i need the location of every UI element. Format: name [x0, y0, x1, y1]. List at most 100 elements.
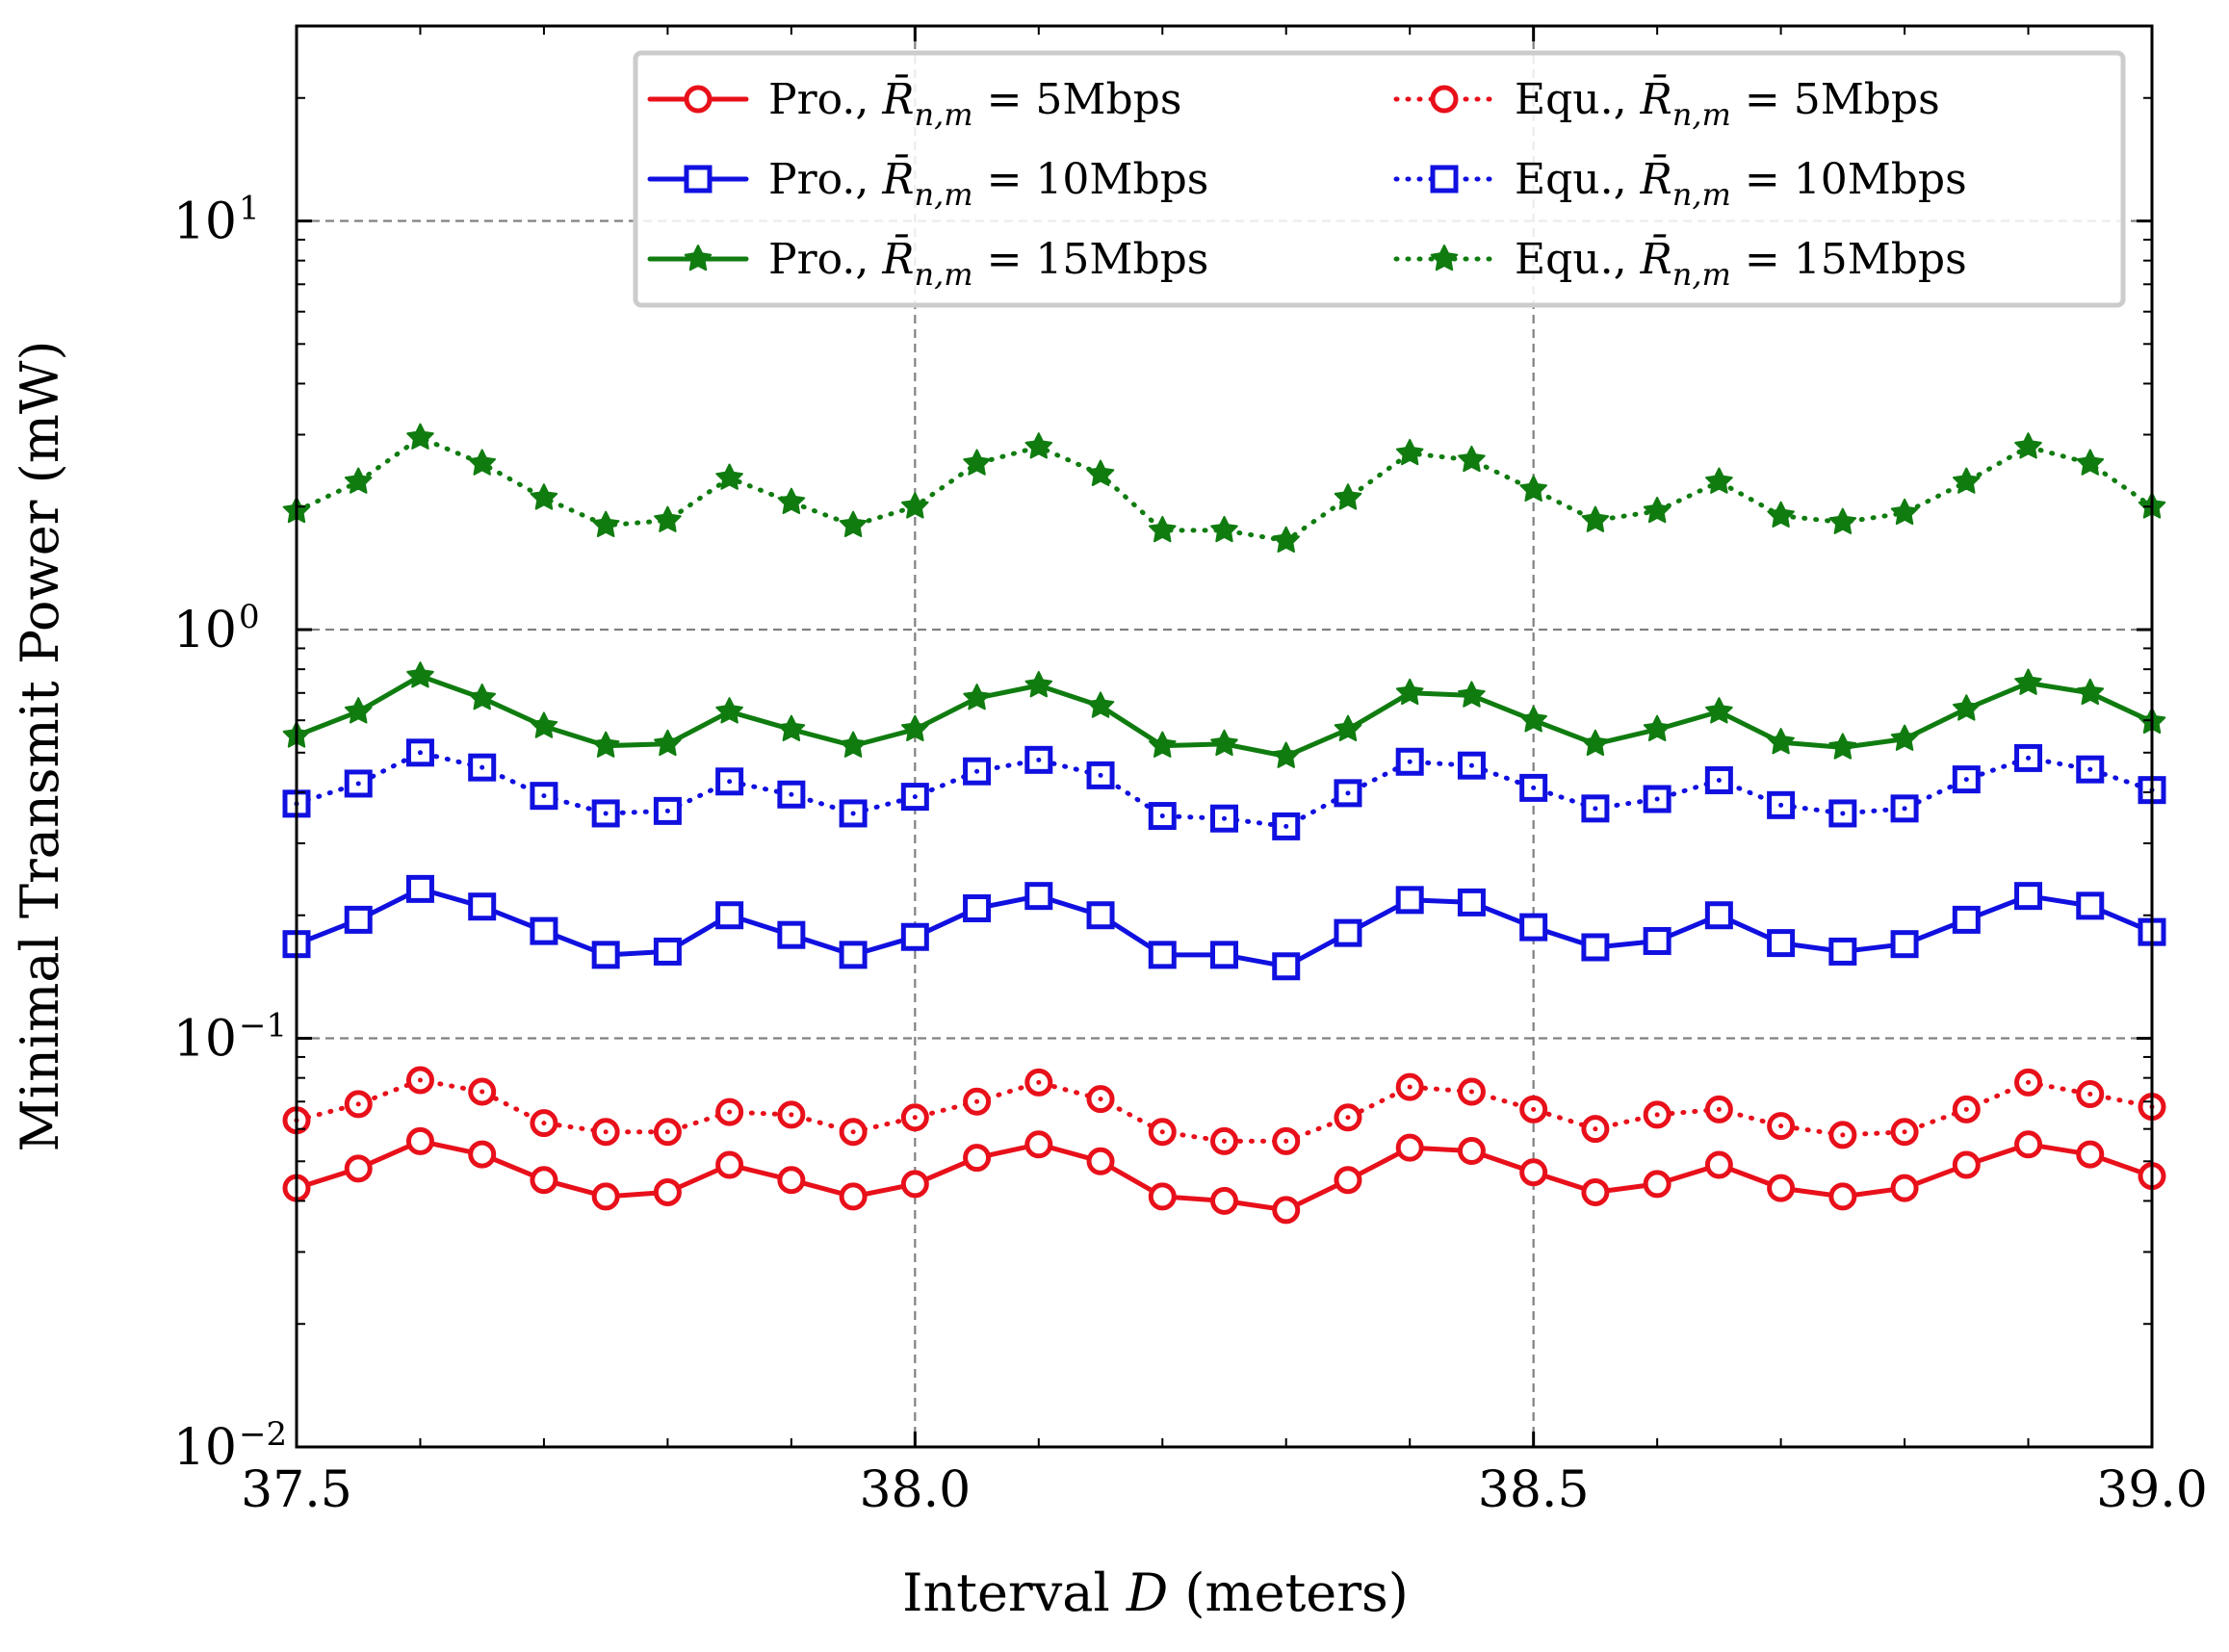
legend: Pro., R̄n,m = 5Mbps Pro., R̄n,m = 10Mbps P… — [633, 50, 2126, 308]
series-0 — [282, 1126, 2166, 1225]
data-point — [1890, 930, 1919, 959]
data-point — [591, 941, 620, 969]
data-point — [344, 467, 373, 494]
data-point-center — [850, 811, 856, 816]
data-point-center — [664, 1129, 670, 1135]
data-point — [654, 729, 682, 757]
data-point — [468, 1140, 497, 1169]
data-point — [1210, 941, 1238, 969]
data-point-center — [541, 1121, 547, 1126]
data-point-center — [1778, 802, 1784, 808]
legend-marker — [684, 165, 713, 194]
y-tick-label: 10 — [173, 1011, 237, 1069]
data-point — [777, 1166, 806, 1195]
data-point — [715, 767, 744, 796]
legend-label: Pro., R̄n,m = 15Mbps — [768, 233, 1208, 293]
series-1 — [282, 874, 2166, 981]
data-point-center — [1840, 1132, 1846, 1138]
data-point-center — [1159, 813, 1165, 819]
data-point — [1457, 751, 1486, 780]
data-point — [1272, 952, 1301, 981]
data-point-center — [1222, 815, 1227, 821]
data-point — [2014, 882, 2043, 911]
data-point — [1952, 1150, 1981, 1179]
data-point — [1643, 926, 1672, 955]
data-point — [1334, 1166, 1362, 1195]
data-point — [1519, 1158, 1548, 1187]
data-point — [901, 492, 929, 519]
data-point — [591, 731, 620, 758]
data-point — [591, 1182, 620, 1211]
data-point — [963, 684, 991, 710]
data-point — [2014, 432, 2042, 459]
data-point — [715, 463, 743, 490]
y-tick-label: 10 — [173, 194, 237, 251]
data-point-center — [1963, 777, 1969, 783]
data-point — [1704, 1150, 1733, 1179]
data-point — [715, 697, 743, 724]
data-point — [2014, 1130, 2043, 1159]
legend-item: Equ., R̄n,m = 10Mbps — [1393, 153, 1967, 213]
data-point — [2076, 891, 2105, 920]
data-point — [777, 487, 806, 514]
data-point-center — [1407, 1084, 1413, 1090]
data-point — [1086, 901, 1115, 930]
data-point — [1953, 694, 1981, 721]
data-point-center — [1716, 777, 1722, 783]
data-point — [1519, 913, 1548, 942]
data-point — [963, 893, 992, 922]
data-point-center — [1468, 1089, 1474, 1095]
data-point — [1767, 1174, 1796, 1202]
data-point — [963, 449, 991, 476]
legend-label: Equ., R̄n,m = 5Mbps — [1515, 73, 1940, 133]
data-point — [1210, 515, 1238, 543]
legend-marker — [684, 85, 713, 114]
data-point — [1643, 1170, 1672, 1199]
data-point — [777, 920, 806, 949]
data-point — [715, 901, 744, 930]
data-point — [1024, 1130, 1053, 1159]
x-axis-title: Interval D (meters) — [902, 1562, 1409, 1623]
data-point-center — [1593, 806, 1598, 812]
data-point — [1272, 1196, 1301, 1225]
data-point — [1890, 1174, 1919, 1202]
data-point — [1643, 714, 1672, 741]
data-point-center — [1963, 1106, 1969, 1112]
data-point-center — [2026, 755, 2032, 761]
data-point — [1767, 501, 1795, 528]
data-point — [468, 684, 496, 710]
data-point-center — [417, 1077, 423, 1083]
x-tick-label: 37.5 — [241, 1461, 352, 1519]
data-point-center — [1840, 811, 1846, 816]
data-point — [1149, 515, 1177, 543]
y-tick-exponent: 1 — [239, 190, 260, 228]
data-point-center — [1531, 1106, 1537, 1112]
series-3 — [282, 1066, 2166, 1155]
data-point — [1148, 1182, 1177, 1211]
data-point-center — [1593, 1126, 1598, 1132]
data-point — [1148, 941, 1177, 969]
data-point — [777, 714, 806, 741]
data-point — [344, 697, 373, 724]
y-tick-exponent: −1 — [239, 1007, 287, 1045]
data-point-center — [2026, 1079, 2032, 1085]
data-point — [839, 799, 868, 828]
data-point — [1952, 905, 1981, 934]
data-point — [1210, 804, 1238, 833]
data-point — [530, 1166, 558, 1195]
data-point-center — [355, 781, 361, 787]
data-point — [715, 1150, 744, 1179]
legend-label: Equ., R̄n,m = 15Mbps — [1515, 233, 1967, 293]
data-point — [1395, 1133, 1424, 1162]
data-point — [1581, 505, 1610, 532]
y-tick-label: 10 — [173, 602, 237, 659]
data-point — [1457, 1137, 1486, 1166]
data-point-center — [2087, 766, 2093, 772]
data-point — [405, 1126, 434, 1155]
data-point-center — [789, 1112, 794, 1118]
series-5 — [282, 423, 2166, 553]
y-axis-title: Minimal Transmit Power (mW) — [10, 341, 70, 1152]
data-point-center — [912, 1115, 918, 1121]
data-point — [1086, 691, 1115, 718]
